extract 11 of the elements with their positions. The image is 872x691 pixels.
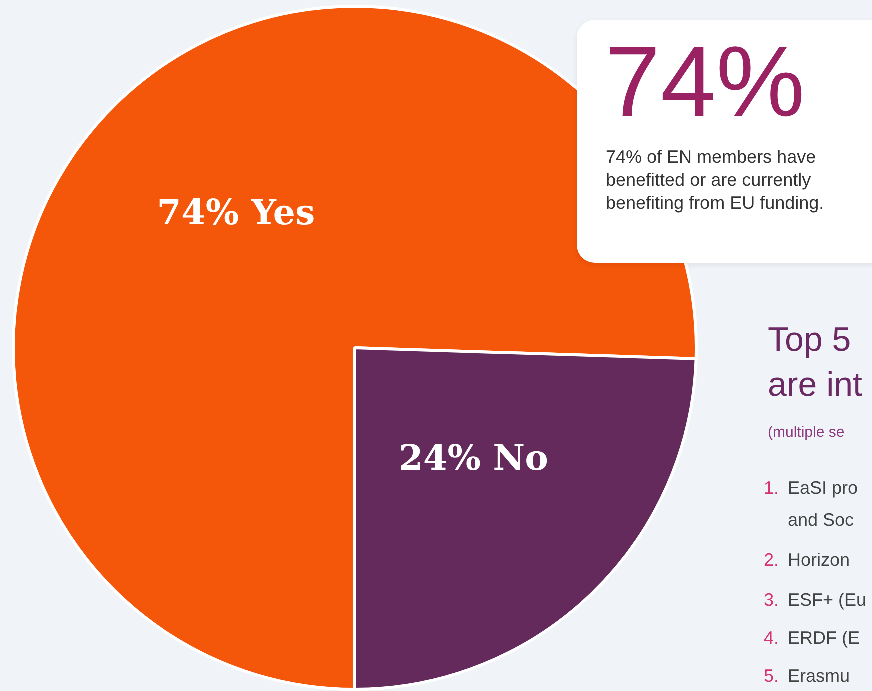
text: 5. Erasmu (764, 666, 850, 687)
text: 2. Horizon (764, 550, 850, 571)
text: 74% of EN members have benefitted or are currently benefiting from EU funding. (606, 147, 824, 213)
text: (multiple se (768, 424, 845, 441)
text: 1. EaSI pro and Soc (764, 477, 858, 532)
text: 4. ERDF (E (764, 628, 860, 649)
text: Top 5 are int (768, 321, 862, 404)
slice-label: 74% Yes (157, 192, 316, 234)
text: 3. ESF+ (Eu (764, 590, 867, 611)
slice-label: 24% No (399, 438, 549, 479)
data-label: 74% (605, 26, 806, 138)
